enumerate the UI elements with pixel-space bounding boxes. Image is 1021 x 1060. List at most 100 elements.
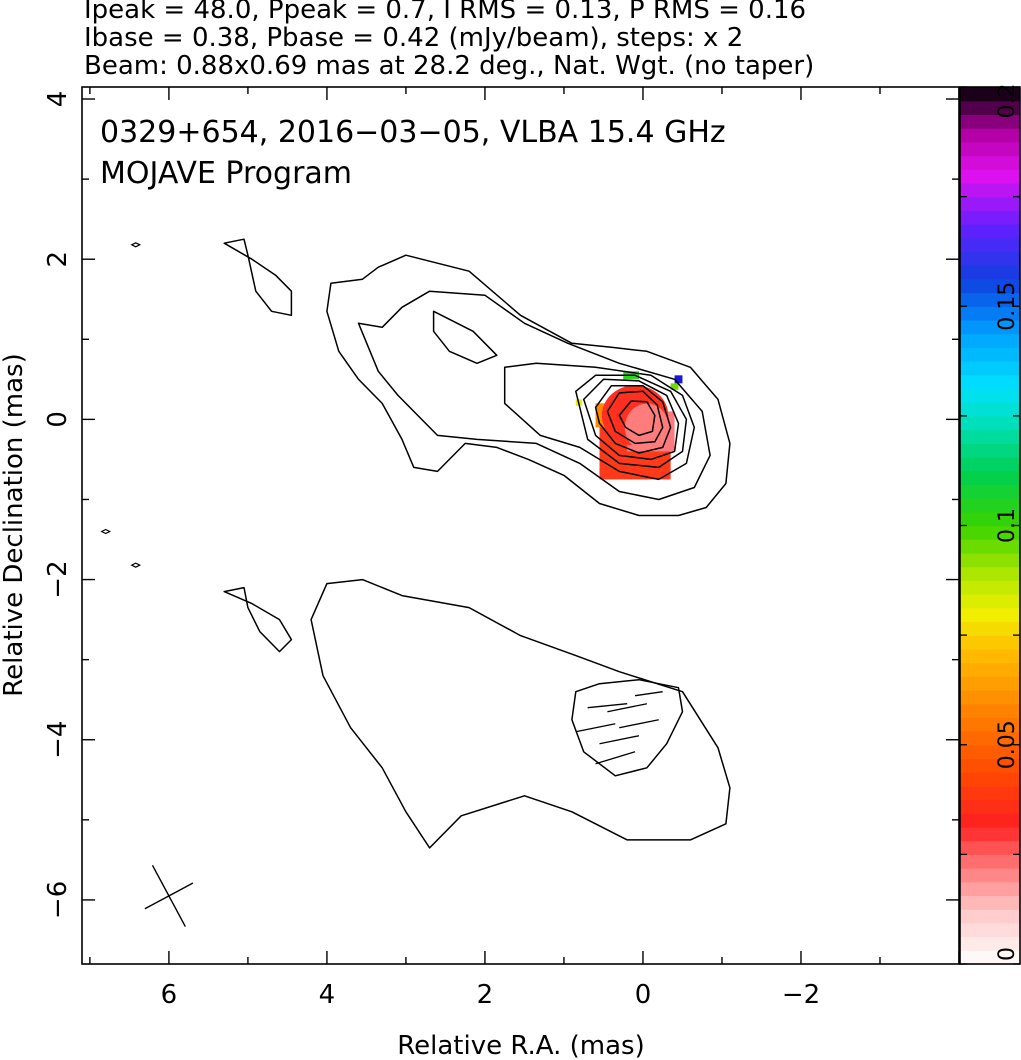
colorbar-step: [960, 717, 1020, 732]
colorbar-tick-label: 0.05: [995, 720, 1020, 769]
colorbar-step: [960, 141, 1020, 157]
colorbar-step: [960, 881, 1020, 897]
plot-title: 0329+654, 2016−03−05, VLBA 15.4 GHz: [100, 115, 726, 150]
colorbar-step: [960, 319, 1020, 335]
upper-contour-2: [357, 290, 711, 501]
upper-contour-9: [618, 400, 656, 437]
plot-subtitle: MOJAVE Program: [100, 156, 352, 191]
colorbar-step: [960, 169, 1020, 184]
header-line-1: Ipeak = 48.0, Ppeak = 0.7, I RMS = 0.13,…: [84, 0, 806, 25]
x-axis-label: Relative R.A. (mas): [397, 1031, 644, 1060]
evpa-tick-5: [634, 691, 663, 697]
colorbar-step: [960, 361, 1020, 376]
colorbar-step: [960, 182, 1020, 198]
map-layer: [100, 238, 731, 927]
upper-contour-1: [326, 254, 731, 517]
stray-feature-1: [130, 562, 142, 568]
colorbar-tick-label: 0.1: [995, 508, 1020, 543]
upper-contour-6: [582, 378, 680, 461]
colorbar-step: [960, 278, 1020, 294]
colorbar-step: [960, 662, 1020, 677]
colorbar-step: [960, 484, 1020, 499]
colorbar-step: [960, 840, 1020, 855]
colorbar-step: [960, 607, 1020, 623]
x-tick-label: 0: [635, 980, 652, 1010]
colorbar-step: [960, 196, 1020, 211]
colorbar-step: [960, 785, 1020, 801]
stray-feature-2: [100, 528, 112, 535]
axes-layer: 6 4 2 0 −2 4 2 0 −2 −4 −6: [43, 87, 960, 1010]
colorbar-step: [960, 895, 1020, 910]
colorbar-step: [960, 415, 1020, 431]
upper-contour-4: [503, 362, 696, 481]
colorbar-tick-label: 0: [995, 947, 1020, 961]
colorbar-step: [960, 443, 1020, 458]
upper-contour-0: [223, 238, 293, 317]
y-axis-label: Relative Declination (mas): [0, 353, 29, 696]
x-tick-label: 4: [319, 980, 336, 1010]
pol-core-inner: [624, 403, 670, 452]
evpa-tick-6: [607, 703, 648, 713]
colorbar-step: [960, 374, 1020, 390]
colorbar-step: [960, 854, 1020, 869]
evpa-tick-0: [587, 703, 628, 709]
colorbar-step: [960, 100, 1020, 115]
colorbar-step: [960, 648, 1020, 664]
colorbar-step: [960, 87, 1020, 102]
colorbar-step: [960, 114, 1020, 129]
evpa-tick-2: [599, 735, 640, 745]
colorbar-step: [960, 621, 1020, 636]
colorbar-step: [960, 922, 1020, 938]
upper-contour-5: [575, 374, 688, 469]
colorbar-step: [960, 347, 1020, 362]
colorbar-step: [960, 909, 1020, 924]
x-tick-label: 2: [477, 980, 494, 1010]
colorbar-step: [960, 237, 1020, 253]
colorbar-step: [960, 525, 1020, 540]
colorbar-step: [960, 552, 1020, 568]
evpa-tick-3: [595, 751, 636, 765]
colorbar-step: [960, 429, 1020, 444]
plot-frame: [81, 86, 960, 965]
y-tick-label: 2: [43, 251, 73, 268]
colorbar-tick-label: 0.2: [995, 84, 1020, 119]
colorbar-step: [960, 224, 1020, 239]
colorbar-step: [960, 265, 1020, 280]
lower-contour-0: [223, 586, 293, 653]
upper-contour-8: [606, 390, 664, 445]
y-tick-label: 0: [43, 411, 73, 428]
header-line-3: Beam: 0.88x0.69 mas at 28.2 deg., Nat. W…: [84, 51, 814, 81]
colorbar-step: [960, 799, 1020, 814]
colorbar-step: [960, 868, 1020, 883]
colorbar-step: [960, 306, 1020, 321]
colorbar-step: [960, 388, 1020, 403]
pol-patch-5: [670, 383, 679, 390]
colorbar-step: [960, 539, 1020, 554]
y-tick-label: −6: [43, 881, 73, 919]
colorbar-step: [960, 731, 1020, 746]
stray-feature-0: [130, 242, 142, 248]
beam-minor-axis: [144, 882, 194, 910]
header-line-2: Ibase = 0.38, Pbase = 0.42 (mJy/beam), s…: [84, 23, 743, 53]
lower-contour-2: [571, 678, 684, 777]
y-tick-label: −4: [43, 721, 73, 759]
evpa-tick-1: [575, 723, 616, 733]
colorbar-step: [960, 210, 1020, 225]
colorbar-step: [960, 676, 1020, 691]
colorbar-step: [960, 744, 1020, 760]
colorbar-step: [960, 950, 1020, 965]
colorbar-step: [960, 758, 1020, 773]
upper-contour-7: [594, 384, 672, 454]
colorbar-step: [960, 936, 1020, 951]
colorbar-step: [960, 772, 1020, 787]
colorbar-step: [960, 580, 1020, 595]
evpa-tick-4: [619, 719, 659, 729]
colorbar-step: [960, 498, 1020, 513]
colorbar-step: [960, 813, 1020, 828]
colorbar-step: [960, 470, 1020, 485]
colorbar-step: [960, 402, 1020, 417]
colorbar-step: [960, 689, 1020, 705]
colorbar: [960, 87, 1020, 965]
upper-contour-3: [432, 310, 498, 365]
